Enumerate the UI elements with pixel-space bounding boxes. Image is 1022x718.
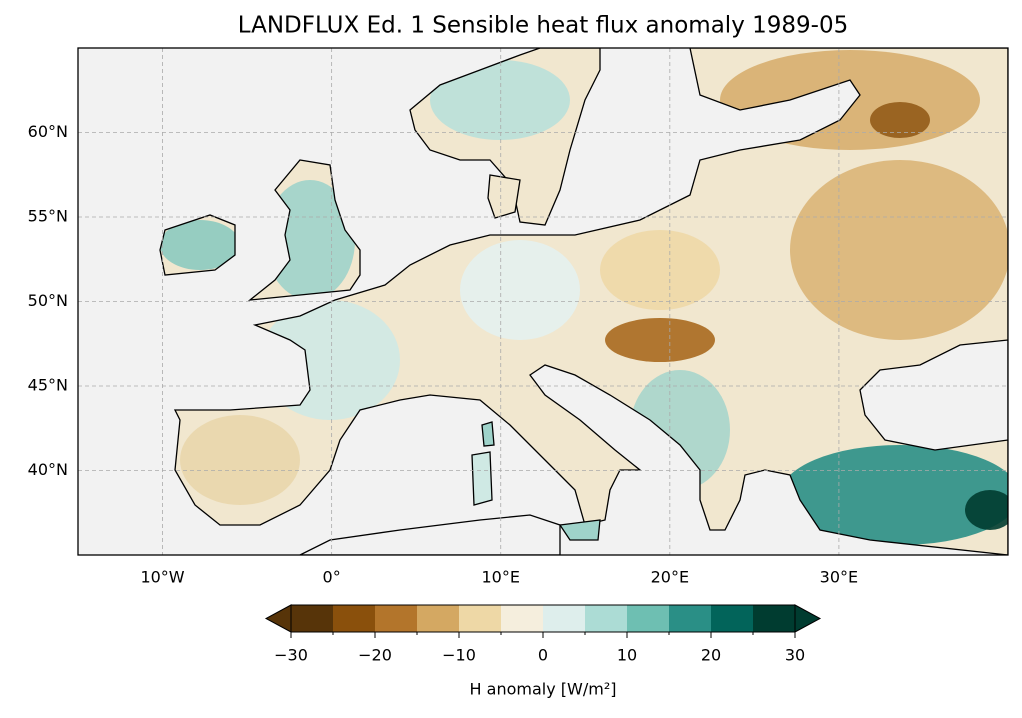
field-patch — [780, 445, 1008, 545]
colorbar-bin — [333, 605, 376, 632]
colorbar-bin — [543, 605, 586, 632]
colorbar-bin — [459, 605, 502, 632]
denmark — [487, 174, 521, 219]
x-tick-label: 0° — [323, 568, 341, 587]
sardinia — [471, 451, 493, 506]
colorbar-label: H anomaly [W/m²] — [470, 680, 617, 699]
colorbar-bin — [501, 605, 544, 632]
y-tick-label: 40°N — [28, 460, 68, 479]
y-tick-label: 45°N — [28, 376, 68, 395]
colorbar-bin — [375, 605, 418, 632]
colorbar-extend-under — [264, 604, 292, 633]
colorbar-tick-label: 30 — [785, 646, 805, 665]
coastline — [247, 159, 361, 301]
field-patch — [965, 490, 1008, 530]
map — [78, 48, 1008, 555]
colorbar-bin — [753, 605, 796, 632]
coastline — [173, 48, 1008, 555]
y-tick-label: 50°N — [28, 291, 68, 310]
chart-title: LANDFLUX Ed. 1 Sensible heat flux anomal… — [238, 13, 848, 39]
field-patch — [460, 240, 580, 340]
colorbar-tick-label: 0 — [538, 646, 548, 665]
colorbar-extend-over — [794, 604, 822, 633]
x-tick-label: 30°E — [820, 568, 858, 587]
map-frame — [77, 47, 1009, 556]
gridlines — [78, 48, 1008, 555]
x-tick-label: 10°W — [140, 568, 184, 587]
colorbar-tick-label: 20 — [701, 646, 721, 665]
field-patch — [430, 60, 570, 140]
x-tick-label: 10°E — [481, 568, 519, 587]
colorbar-bin — [669, 605, 712, 632]
field-patch — [790, 160, 1008, 340]
colorbar-bin — [627, 605, 670, 632]
field-patch — [180, 415, 300, 505]
colorbar-tick-label: −20 — [358, 646, 392, 665]
field-patch — [160, 220, 240, 270]
colorbar-tick-label: −30 — [274, 646, 308, 665]
coastline — [409, 48, 601, 226]
colorbar-tick-label: −10 — [442, 646, 476, 665]
corsica — [481, 421, 495, 447]
field-patch — [870, 102, 930, 138]
x-tick-label: 20°E — [651, 568, 689, 587]
sicily — [558, 519, 601, 541]
field-patch — [600, 230, 720, 310]
north-africa — [299, 514, 561, 555]
colorbar-bin — [417, 605, 460, 632]
field-patch — [605, 318, 715, 362]
colorbar-tick-label: 10 — [617, 646, 637, 665]
black-sea — [859, 339, 1008, 451]
colorbar-bin — [585, 605, 628, 632]
y-tick-label: 55°N — [28, 207, 68, 226]
colorbar-bin — [711, 605, 754, 632]
colorbar-bin — [291, 605, 334, 632]
y-tick-label: 60°N — [28, 122, 68, 141]
